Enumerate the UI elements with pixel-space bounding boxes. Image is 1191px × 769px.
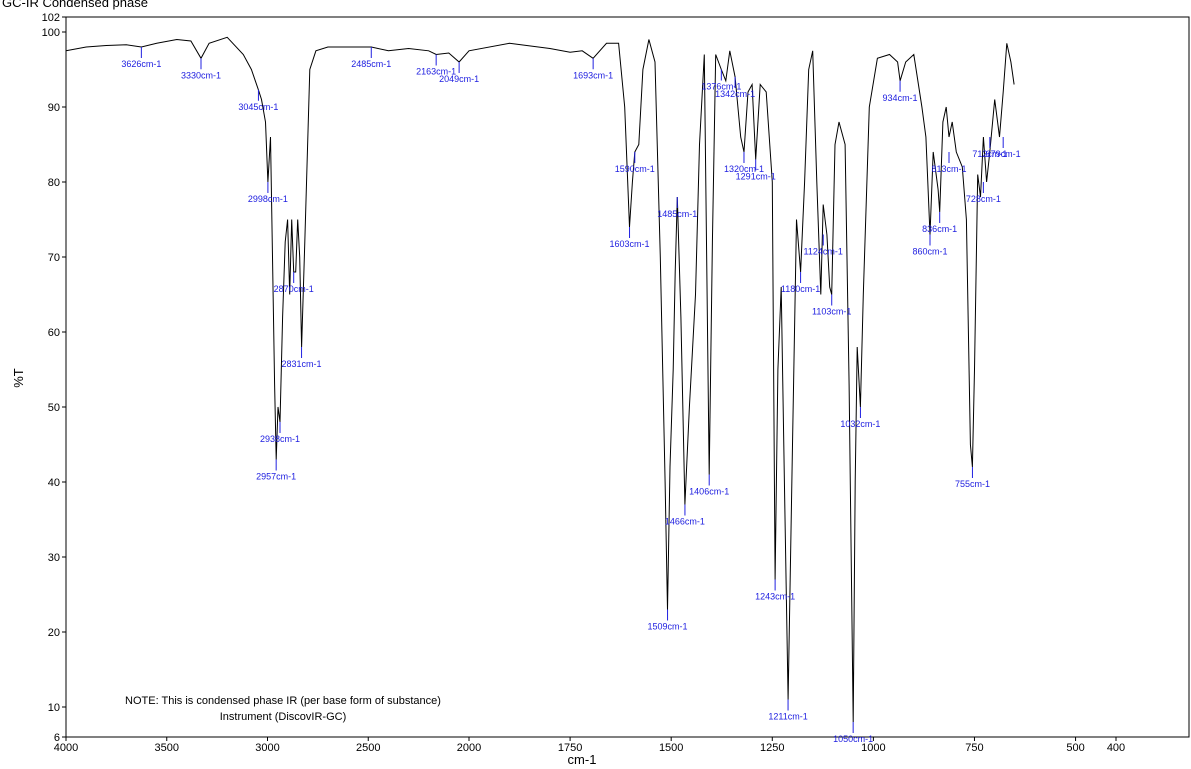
peak-label: 755cm-1 <box>955 479 990 489</box>
y-tick-label: 10 <box>48 702 60 714</box>
peak-label: 1291cm-1 <box>736 172 776 182</box>
y-axis: 6 10 20 30 40 50 60 70 80 90 100 102 <box>42 12 66 744</box>
peak-label: 934cm-1 <box>883 93 918 103</box>
peak-label: 1509cm-1 <box>648 622 688 632</box>
peak-label: 2998cm-1 <box>248 194 288 204</box>
peak-label: 1603cm-1 <box>610 239 650 249</box>
y-axis-title: %T <box>11 368 26 388</box>
y-tick-label: 6 <box>54 732 60 744</box>
x-tick-label: 750 <box>965 742 983 754</box>
peak-label: 3626cm-1 <box>121 59 161 69</box>
y-tick-label: 102 <box>42 12 60 24</box>
peak-label: 2831cm-1 <box>282 359 322 369</box>
peak-label: 1103cm-1 <box>812 307 851 317</box>
note-line-2: Instrument (DiscovIR-GC) <box>220 711 347 723</box>
peak-label: 813cm-1 <box>931 164 966 174</box>
x-tick-label: 3000 <box>255 742 279 754</box>
peak-labels: 3626cm-1 3330cm-1 3045cm-1 2998cm-1 2870cm-1… <box>121 47 1021 744</box>
plot-frame <box>65 16 1190 738</box>
peak-label: 1485cm-1 <box>657 209 697 219</box>
x-tick-label: 4000 <box>54 742 78 754</box>
peak-label: 3045cm-1 <box>238 102 278 112</box>
x-tick-label: 1000 <box>861 742 885 754</box>
x-axis-title: cm-1 <box>568 752 597 767</box>
x-tick-label: 2500 <box>356 742 380 754</box>
peak-label: 2870cm-1 <box>274 284 314 294</box>
x-tick-label: 1250 <box>760 742 784 754</box>
y-tick-label: 80 <box>48 177 60 189</box>
peak-label: 679cm-1 <box>986 149 1021 159</box>
peak-label: 1050cm-1 <box>833 734 873 744</box>
y-tick-label: 100 <box>42 27 60 39</box>
peak-label: 1180cm-1 <box>781 284 820 294</box>
peak-label: 2049cm-1 <box>439 74 479 84</box>
peak-label: 3330cm-1 <box>181 70 221 80</box>
y-tick-label: 90 <box>48 102 60 114</box>
peak-label: 2163cm-1 <box>416 67 456 77</box>
peak-label: 836cm-1 <box>922 224 957 234</box>
peak-label: 1342cm-1 <box>715 89 755 99</box>
peak-label: 1406cm-1 <box>689 487 729 497</box>
spectrum-line <box>65 36 1015 723</box>
peak-label: 2957cm-1 <box>256 472 296 482</box>
y-tick-label: 30 <box>48 552 60 564</box>
x-tick-label: 1750 <box>558 742 582 754</box>
peak-label: 1590cm-1 <box>615 164 655 174</box>
x-tick-label: 400 <box>1107 742 1125 754</box>
x-axis: 4000 3500 3000 2500 2000 1750 1500 1250 1000 750 5… <box>54 737 1125 754</box>
y-tick-label: 40 <box>48 477 60 489</box>
x-tick-label: 3500 <box>155 742 179 754</box>
peak-label: 860cm-1 <box>912 247 947 257</box>
peak-label: 2938cm-1 <box>260 434 300 444</box>
peak-label: 2485cm-1 <box>351 59 391 69</box>
peak-label: 1243cm-1 <box>755 592 795 602</box>
peak-label: 712cm-1 <box>972 149 1007 159</box>
peak-label: 728cm-1 <box>966 194 1001 204</box>
note-line-1: NOTE: This is condensed phase IR (per ba… <box>125 695 441 707</box>
peak-label: 1693cm-1 <box>573 70 613 80</box>
peak-label: 1032cm-1 <box>840 419 880 429</box>
x-tick-label: 1500 <box>659 742 683 754</box>
y-tick-label: 20 <box>48 627 60 639</box>
chart-title: GC-IR Condensed phase <box>2 0 148 10</box>
y-tick-label: 70 <box>48 252 60 264</box>
y-tick-label: 60 <box>48 327 60 339</box>
y-tick-label: 50 <box>48 402 60 414</box>
x-tick-label: 500 <box>1066 742 1084 754</box>
peak-label: 1211cm-1 <box>768 712 807 722</box>
peak-label: 1124cm-1 <box>804 247 843 257</box>
x-tick-label: 2000 <box>457 742 481 754</box>
peak-label: 1466cm-1 <box>665 517 705 527</box>
peak-label: 1320cm-1 <box>724 164 764 174</box>
peak-label: 1376cm-1 <box>701 82 741 92</box>
